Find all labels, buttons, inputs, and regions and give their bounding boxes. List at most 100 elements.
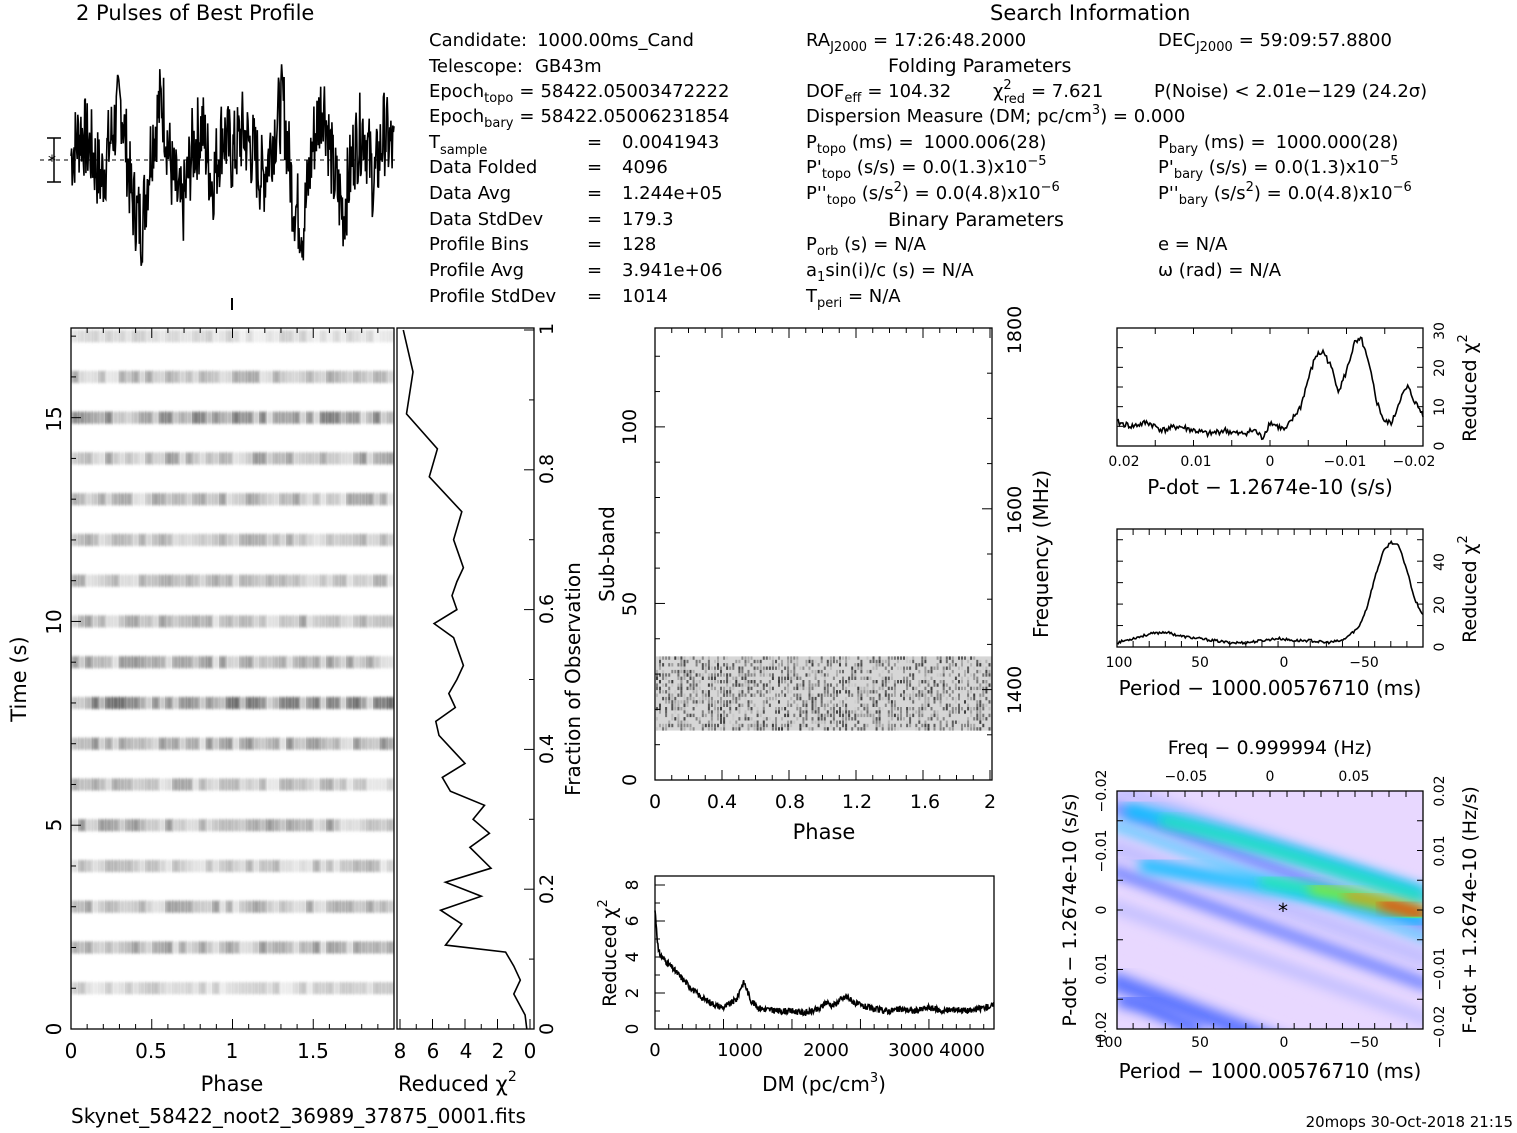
subband-pixel <box>958 703 960 707</box>
subband-pixel <box>958 673 960 677</box>
time-phase-cell <box>185 982 193 995</box>
time-phase-cell <box>353 370 361 383</box>
time-phase-cell <box>366 452 374 465</box>
subband-pixel <box>945 703 948 707</box>
time-phase-cell <box>226 370 234 383</box>
time-phase-cell <box>266 493 274 506</box>
pddot-topo-text: P''topo (s/s2) = 0.0(4.8)x10−6 <box>806 180 1060 208</box>
subband-pixel <box>958 680 960 684</box>
time-phase-cell <box>172 574 180 587</box>
time-phase-cell <box>252 860 260 872</box>
profile-title: 2 Pulses of Best Profile <box>76 1 314 25</box>
dm-text: Dispersion Measure (DM; pc/cm3) = 0.000 <box>806 103 1185 127</box>
period-ylabel: Reduced χ2 <box>1456 535 1481 643</box>
subband-pixel <box>979 663 982 667</box>
subband-pixel <box>863 686 866 691</box>
time-phase-cell <box>152 452 160 465</box>
subband-pixel <box>720 690 722 694</box>
time-phase-cell <box>199 615 207 628</box>
subband-pixel <box>845 720 848 724</box>
subband-pixel <box>887 686 890 691</box>
subband-pixel <box>961 723 963 728</box>
time-phase-cell <box>159 330 167 343</box>
time-phase-cell <box>299 533 307 546</box>
subband-pixel <box>778 700 780 704</box>
subband-pixel <box>967 680 970 684</box>
subband-pixel <box>796 693 799 697</box>
info-val-tsample: 0.0041943 <box>622 132 719 153</box>
subband-pixel <box>842 720 844 724</box>
subband-pixel <box>866 690 869 694</box>
time-phase-cell <box>279 697 287 709</box>
time-phase-cell <box>259 819 267 832</box>
time-phase-cell <box>112 330 120 343</box>
time-phase-cell <box>380 574 388 587</box>
subband-pixel <box>878 696 881 701</box>
subband-pixel <box>979 683 982 687</box>
subband-pixel <box>982 717 985 721</box>
subband-pixel <box>717 656 719 660</box>
subband-pixel <box>842 686 844 691</box>
subband-pixel <box>723 656 726 660</box>
time-phase-cell <box>313 411 321 424</box>
subband-pixel <box>814 659 817 664</box>
subband-pixel <box>790 669 793 674</box>
pp-xtick-100: 100 <box>1096 1035 1123 1051</box>
time-phase-cell <box>366 737 374 750</box>
time-phase-cell <box>78 860 86 872</box>
subband-pixel <box>845 707 848 711</box>
subband-pixel <box>970 723 973 728</box>
time-phase-cell <box>226 860 234 872</box>
time-phase-cell <box>266 697 274 709</box>
subband-pixel <box>732 663 735 667</box>
subband-pixel <box>878 673 881 677</box>
subband-pixel <box>729 690 732 694</box>
subband-pixel <box>851 666 854 670</box>
subband-pixel <box>747 700 750 704</box>
subband-pixel <box>707 723 710 728</box>
subband-pixel <box>897 656 899 660</box>
subband-pixel <box>695 673 698 677</box>
subband-pixel <box>964 700 966 704</box>
subband-pixel <box>692 700 695 704</box>
time-phase-cell <box>252 370 260 383</box>
time-phase-cell <box>273 574 280 587</box>
subband-pixel <box>921 693 924 697</box>
subband-pixel <box>771 656 774 660</box>
subband-xtick-1.2: 1.2 <box>842 791 872 813</box>
time-phase-cell <box>232 656 240 669</box>
subband-pixel <box>967 696 970 701</box>
subband-pixel <box>903 669 905 674</box>
subband-pixel <box>741 676 744 680</box>
time-phase-cell <box>373 656 381 669</box>
time-phase-cell <box>98 778 106 791</box>
subband-pixel <box>866 723 869 728</box>
time-phase-cell <box>212 656 220 669</box>
subband-pixel <box>915 710 918 714</box>
time-phase-cell <box>273 533 280 546</box>
subband-pixel <box>924 693 927 697</box>
subband-pixel <box>762 717 765 721</box>
p-bary-text: Pbary (ms) = 1000.000(28) <box>1158 132 1398 157</box>
subband-pixel <box>842 676 844 680</box>
time-phase-cell <box>326 982 334 995</box>
time-phase-cell <box>366 330 374 343</box>
subband-pixel <box>939 656 942 660</box>
subband-pixel <box>710 663 713 667</box>
subband-pixel <box>954 707 957 711</box>
subband-pixel <box>951 690 954 694</box>
subband-pixel <box>756 720 759 724</box>
subband-pixel <box>982 693 985 697</box>
time-phase-cell <box>306 860 314 872</box>
subband-pixel <box>665 707 668 711</box>
time-phase-xtick-0.5: 0.5 <box>135 1039 167 1063</box>
subband-pixel <box>793 663 796 667</box>
subband-pixel <box>814 686 817 691</box>
subband-pixel <box>768 683 771 687</box>
subband-pixel <box>979 717 982 721</box>
time-phase-cell <box>333 697 341 709</box>
time-phase-cell <box>252 330 260 343</box>
dof-text: DOFeff = 104.32 <box>806 81 951 106</box>
subband-pixel <box>967 723 970 728</box>
subband-pixel <box>848 656 851 660</box>
